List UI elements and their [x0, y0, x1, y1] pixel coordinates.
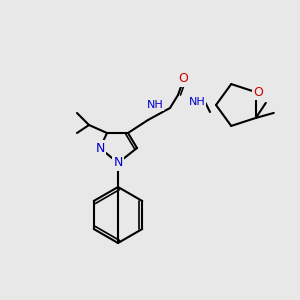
Text: NH: NH: [189, 97, 206, 107]
Text: NH: NH: [147, 100, 164, 110]
Text: O: O: [253, 85, 263, 99]
Text: N: N: [113, 157, 123, 169]
Text: N: N: [95, 142, 105, 154]
Text: O: O: [178, 73, 188, 85]
